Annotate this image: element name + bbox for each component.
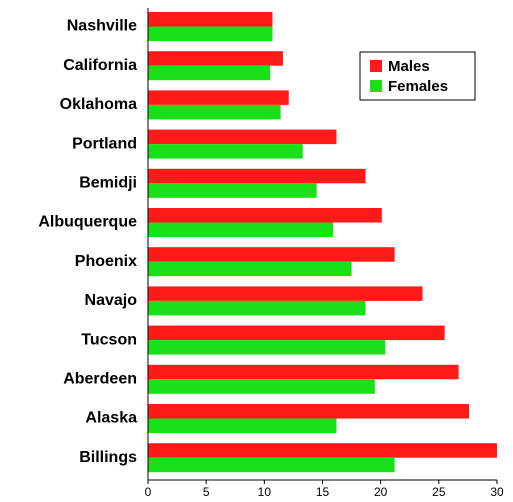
x-tick-label: 20 [374, 485, 388, 499]
y-tick-label: Albuquerque [38, 214, 137, 231]
bar [148, 457, 395, 473]
y-tick-label: Nashville [67, 18, 137, 35]
y-tick-label: California [63, 57, 137, 74]
legend-label: Males [388, 58, 430, 75]
y-tick-label: Billings [79, 449, 137, 466]
y-tick-label: Phoenix [75, 253, 137, 270]
x-tick-label: 25 [432, 485, 446, 499]
bar [148, 208, 382, 223]
bar [148, 340, 386, 355]
y-tick-label: Tucson [81, 331, 137, 348]
legend-label: Females [388, 78, 448, 95]
y-tick-label: Oklahoma [60, 96, 137, 113]
bar [148, 183, 317, 198]
bar [148, 12, 273, 27]
bar [148, 443, 497, 458]
x-tick-label: 5 [203, 485, 210, 499]
y-tick-label: Aberdeen [63, 371, 137, 388]
bar [148, 90, 289, 105]
y-tick-label: Portland [72, 135, 137, 152]
legend-swatch [370, 60, 382, 72]
bar [148, 261, 352, 277]
bar [148, 168, 366, 184]
x-tick-label: 0 [145, 485, 152, 499]
x-tick-label: 30 [490, 485, 504, 499]
bar [148, 379, 375, 394]
bar [148, 286, 423, 301]
x-tick-label: 10 [258, 485, 272, 499]
bar [148, 144, 303, 159]
y-tick-label: Navajo [85, 292, 138, 309]
bar [148, 404, 470, 419]
bar [148, 104, 281, 120]
bar [148, 129, 337, 145]
bar [148, 247, 395, 262]
bar [148, 26, 273, 41]
y-tick-label: Alaska [85, 410, 137, 427]
bar [148, 51, 283, 66]
y-tick-label: Bemidji [79, 175, 137, 192]
bar [148, 300, 366, 316]
bar [148, 325, 445, 341]
bar [148, 418, 337, 433]
x-tick-label: 15 [316, 485, 330, 499]
bar [148, 65, 271, 81]
bar [148, 222, 333, 237]
bar [148, 364, 459, 380]
legend-swatch [370, 80, 382, 92]
